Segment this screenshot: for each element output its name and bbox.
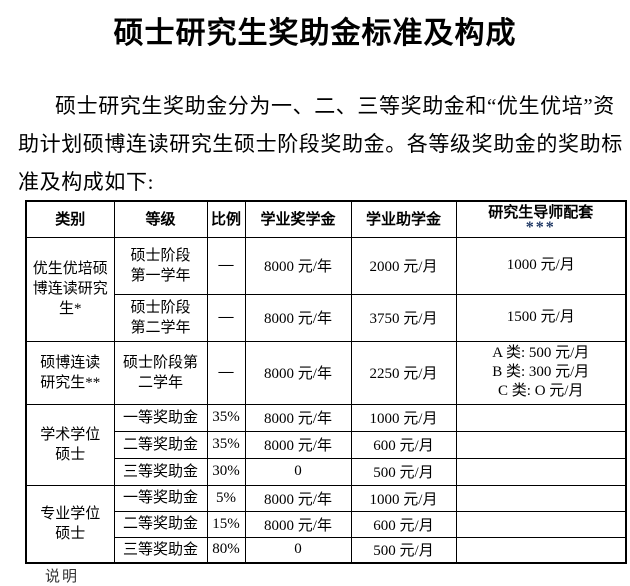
table-row: 二等奖助金 15% 8000 元/年 600 元/月 [26,510,627,538]
table-row: 优生优培硕 博连读研究 生* 硕士阶段 第一学年 —8000 元/年 2000 元/月 100… [25,236,627,342]
table-row: 硕博连读 研究生** 硕士阶段第 二学年 —8000 元/年 2250 元/月 A 类: 5… [25,340,627,405]
ratio-cell: 35% [206,430,246,459]
supervisor-cell [455,403,627,432]
header-ratio: 比例 [206,200,246,238]
clipped-footer-text: 说明 [45,569,80,585]
level-cell: 硕士阶段第二学年 [113,293,208,342]
table-row: 三等奖助金 80% 0 500 元/月 [26,536,627,564]
category-cell: 优生优培硕 博连读研究 生* [25,236,115,342]
level-cell: 二等奖助金 [113,430,208,459]
header-supervisor-label: 研究生导师配套 [488,204,594,222]
scholarship-cell: 8000 元/年 [244,430,352,459]
header-category: 类别 [25,200,115,238]
level-cell: 一等奖助金 [113,484,208,512]
level-cell: 二等奖助金 [113,510,208,538]
ratio-cell: 35% [206,403,246,432]
page-title: 硕士研究生奖助金标准及构成 [113,17,517,50]
ratio-cell: 5% [206,484,246,512]
scholarship-cell: 8000 元/年 [244,293,352,342]
category-cell: 硕博连读 研究生** [25,340,115,405]
ratio-cell: — [206,236,246,295]
category-cell: 学术学位 硕士 [25,403,115,486]
grant-cell: 1000 元/月 [350,484,457,512]
grant-cell: 3750 元/月 [350,293,457,342]
ratio-cell: 80% [206,536,246,564]
grant-cell: 2250 元/月 [350,340,457,405]
level-cell: 硕士阶段第二学年 [113,340,208,405]
grant-cell: 2000 元/月 [350,236,457,295]
supervisor-cell [455,510,627,538]
table-header-row: 类别 等级 比例 学业奖学金 学业助学金 研究生导师配套 *** [25,200,627,238]
table-row: 二等奖助金 35% 8000 元/年 600 元/月 [26,430,627,459]
scholarship-cell: 8000 元/年 [244,236,352,295]
scholarship-table: 类别 等级 比例 学业奖学金 学业助学金 研究生导师配套 *** 优生优培硕 博连… [25,200,627,564]
header-scholarship: 学业奖学金 [244,200,352,238]
level-cell: 三等奖助金 [113,536,208,564]
supervisor-cell [455,457,627,486]
ratio-cell: — [206,293,246,342]
header-level: 等级 [113,200,208,238]
supervisor-cell [455,484,627,512]
ratio-cell: 15% [206,510,246,538]
intro-paragraph: 硕士研究生奖助金分为一、二、三等奖助金和“优生优培”资 助计划硕博连读研究生硕士… [18,87,630,201]
grant-cell: 1000 元/月 [350,403,457,432]
supervisor-cell: 1000 元/月 [455,236,627,295]
table-row: 硕士阶段 第二学年 —8000 元/年 3750 元/月 1500 元/月 [26,293,627,342]
grant-cell: 600 元/月 [350,510,457,538]
header-supervisor-stars: *** [525,219,556,237]
table-row: 三等奖助金 30% 0 500 元/月 [26,457,627,486]
table-row: 专业学位 硕士 一等奖助金 5% 8000 元/年 1000 元/月 [25,484,627,564]
header-supervisor: 研究生导师配套 *** [455,200,627,238]
supervisor-cell: A 类: 500 元/月 B 类: 300 元/月 C 类: O 元/月 [455,340,627,405]
intro-line-2: 助计划硕博连读研究生硕士阶段奖助金。各等级奖助金的奖助标 [18,132,623,156]
scholarship-cell: 8000 元/年 [244,340,352,405]
header-grant: 学业助学金 [350,200,457,238]
supervisor-cell [455,536,627,564]
supervisor-cell: 1500 元/月 [455,293,627,342]
intro-line-1: 硕士研究生奖助金分为一、二、三等奖助金和“优生优培”资 [55,94,615,118]
table-row: 学术学位 硕士 一等奖助金 35% 8000 元/年 1000 元/月 [25,403,627,486]
grant-cell: 600 元/月 [350,430,457,459]
scholarship-cell: 8000 元/年 [244,403,352,432]
level-cell: 一等奖助金 [113,403,208,432]
grant-cell: 500 元/月 [350,457,457,486]
level-cell: 三等奖助金 [113,457,208,486]
supervisor-cell [455,430,627,459]
category-cell: 专业学位 硕士 [25,484,115,564]
ratio-cell: — [206,340,246,405]
grant-cell: 500 元/月 [350,536,457,564]
scholarship-cell: 0 [244,457,352,486]
ratio-cell: 30% [206,457,246,486]
scholarship-cell: 8000 元/年 [244,484,352,512]
scholarship-cell: 8000 元/年 [244,510,352,538]
scholarship-cell: 0 [244,536,352,564]
intro-line-3: 准及构成如下: [18,170,155,194]
level-cell: 硕士阶段 第一学年 [113,236,208,295]
